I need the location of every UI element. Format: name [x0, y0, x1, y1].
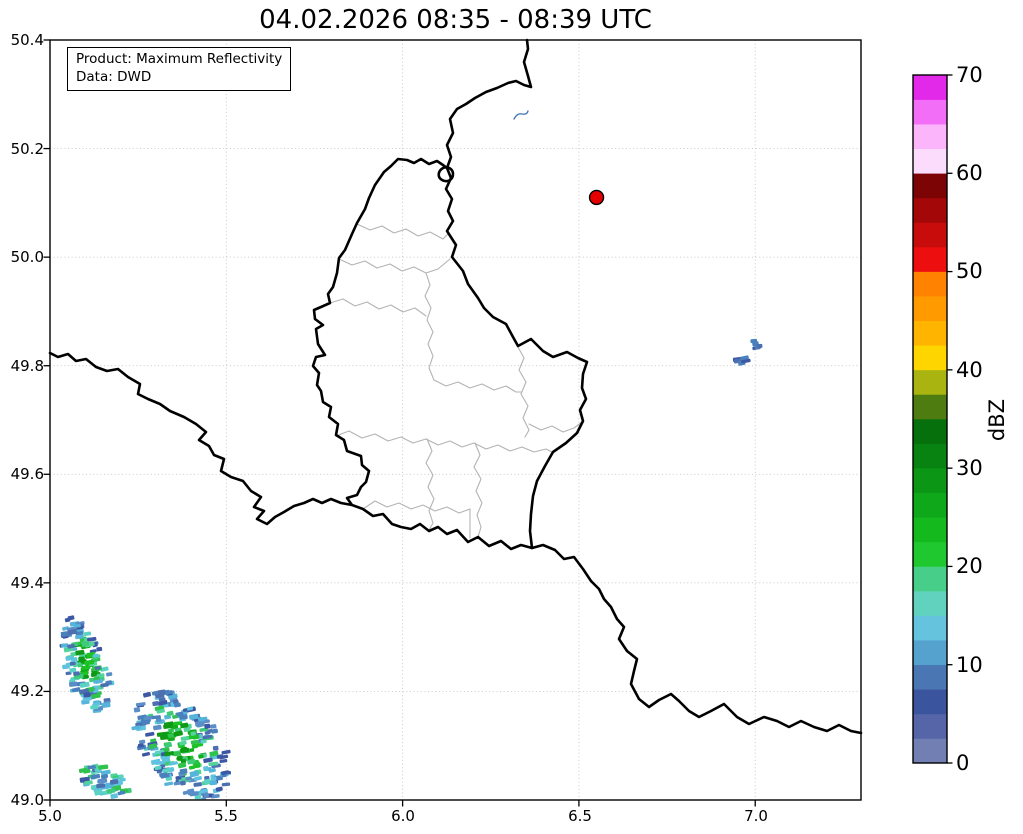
- x-tick-label: 6.0: [391, 807, 415, 825]
- y-tick-label: 49.0: [10, 791, 44, 809]
- product-info-box: Product: Maximum Reflectivity Data: DWD: [67, 47, 292, 91]
- colorbar-tick-marks: [947, 74, 953, 764]
- colorbar-tick-label: 10: [956, 653, 983, 677]
- x-tick-label: 5.0: [38, 807, 62, 825]
- canton-line: [528, 421, 583, 433]
- luxembourg-border: [311, 157, 589, 551]
- radar-site-marker-group: [588, 189, 605, 206]
- canton-line: [433, 379, 522, 393]
- belgium-germany-border: [445, 38, 533, 170]
- canton-line: [329, 298, 427, 317]
- colorbar-tick-label: 70: [956, 63, 983, 87]
- border-loop-vianden: [437, 166, 455, 183]
- canton-line: [335, 430, 553, 453]
- canton-borders: [329, 223, 583, 539]
- x-tick-label: 5.5: [214, 807, 238, 825]
- canton-line: [338, 258, 451, 274]
- colorbar-tick-label: 20: [956, 554, 983, 578]
- canton-line: [425, 438, 435, 531]
- river-segment: [513, 110, 529, 120]
- y-tick-label: 49.4: [10, 574, 44, 592]
- canton-line: [517, 346, 530, 438]
- radar-site-dot: [588, 189, 605, 206]
- plot-frame: [49, 39, 862, 801]
- x-tick-label: 7.0: [744, 807, 768, 825]
- canton-line: [473, 442, 483, 538]
- canton-line: [362, 500, 471, 539]
- x-tick-label: 6.5: [568, 807, 592, 825]
- country-borders: [48, 38, 863, 735]
- colorbar-tick-label: 0: [956, 751, 970, 775]
- plot-title: 04.02.2026 08:35 - 08:39 UTC: [259, 5, 652, 35]
- y-tick-label: 50.4: [10, 31, 44, 49]
- canton-line: [356, 223, 449, 240]
- france-germany-border: [530, 543, 863, 735]
- canton-line: [424, 272, 435, 381]
- graticule-gridlines: [49, 39, 861, 801]
- colorbar-gradient: [913, 74, 947, 764]
- colorbar-frame: [912, 74, 948, 764]
- axis-tick-marks: [43, 39, 756, 807]
- y-tick-label: 49.6: [10, 465, 44, 483]
- colorbar-tick-label: 50: [956, 259, 983, 283]
- y-tick-label: 50.0: [10, 248, 44, 266]
- y-tick-label: 50.2: [10, 140, 44, 158]
- colorbar-tick-label: 40: [956, 358, 983, 382]
- data-source-label: Data: DWD: [76, 68, 152, 85]
- colorbar-axis-label: dBZ: [985, 398, 1009, 442]
- france-belgium-border: [48, 351, 354, 526]
- colorbar-tick-label: 60: [956, 161, 983, 185]
- colorbar-tick-label: 30: [956, 456, 983, 480]
- rivers: [513, 110, 529, 120]
- y-tick-label: 49.8: [10, 357, 44, 375]
- y-tick-label: 49.2: [10, 682, 44, 700]
- precipitation-echoes-layer: [59, 338, 763, 800]
- product-label: Product: Maximum Reflectivity: [76, 51, 283, 67]
